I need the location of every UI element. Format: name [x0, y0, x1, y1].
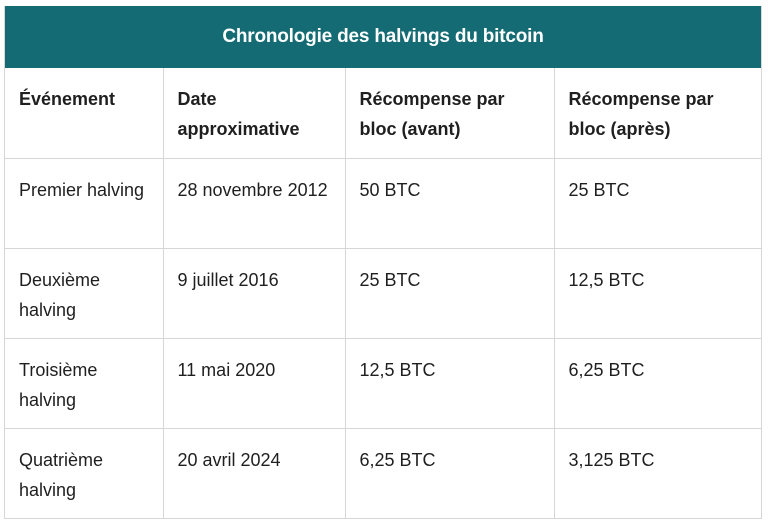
- table-row: Premier halving 28 novembre 2012 50 BTC …: [5, 158, 761, 249]
- halving-table: Événement Date approximative Récompense …: [5, 68, 761, 518]
- reward-before-cell: 12,5 BTC: [344, 337, 555, 429]
- column-header-date: Date approximative: [162, 68, 346, 159]
- table-row: Deuxième halving 9 juillet 2016 25 BTC 1…: [5, 247, 761, 339]
- date-cell: 9 juillet 2016: [162, 247, 346, 339]
- reward-before-cell: 6,25 BTC: [344, 427, 555, 518]
- table-body: Premier halving 28 novembre 2012 50 BTC …: [5, 158, 761, 518]
- reward-after-cell: 12,5 BTC: [553, 247, 761, 339]
- reward-after-cell: 3,125 BTC: [553, 427, 761, 518]
- column-header-reward-before: Récompense par bloc (avant): [344, 68, 555, 159]
- reward-before-cell: 25 BTC: [344, 247, 555, 339]
- event-cell: Deuxième halving: [5, 247, 164, 339]
- table-row: Quatrième halving 20 avril 2024 6,25 BTC…: [5, 427, 761, 518]
- date-cell: 28 novembre 2012: [162, 158, 346, 249]
- reward-after-cell: 25 BTC: [553, 158, 761, 249]
- event-cell: Quatrième halving: [5, 427, 164, 518]
- header-row: Événement Date approximative Récompense …: [5, 68, 761, 159]
- date-cell: 20 avril 2024: [162, 427, 346, 518]
- table-header: Événement Date approximative Récompense …: [5, 68, 761, 159]
- reward-after-cell: 6,25 BTC: [553, 337, 761, 429]
- table-row: Troisième halving 11 mai 2020 12,5 BTC 6…: [5, 337, 761, 429]
- column-header-reward-after: Récompense par bloc (après): [553, 68, 761, 159]
- event-cell: Premier halving: [5, 158, 164, 249]
- reward-before-cell: 50 BTC: [344, 158, 555, 249]
- table-title: Chronologie des halvings du bitcoin: [5, 6, 761, 68]
- column-header-event: Événement: [5, 68, 164, 159]
- date-cell: 11 mai 2020: [162, 337, 346, 429]
- event-cell: Troisième halving: [5, 337, 164, 429]
- halving-table-container: Chronologie des halvings du bitcoin Évén…: [4, 6, 762, 519]
